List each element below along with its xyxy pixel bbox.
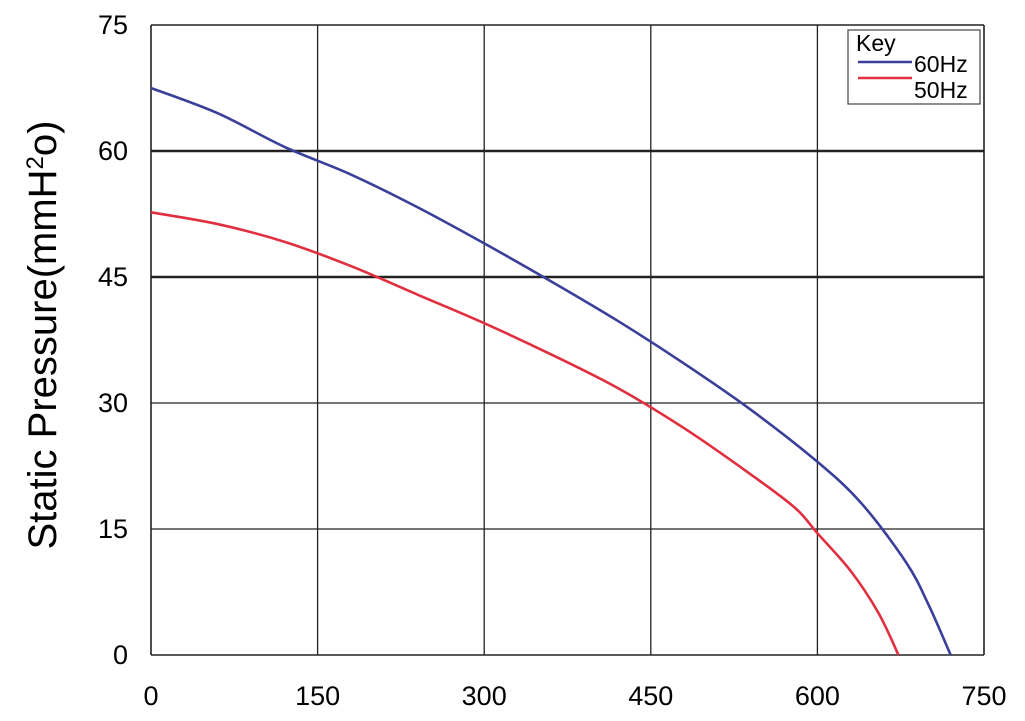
y-axis-label-tail: o) <box>21 121 65 157</box>
y-axis-label-superscript: 2 <box>22 156 49 169</box>
tick-labels: 0 150 300 450 600 750 0 15 30 45 60 75 <box>98 10 1007 711</box>
series-line-50hz <box>150 211 900 656</box>
series-line-60hz <box>150 86 952 656</box>
y-tick-label: 45 <box>98 262 128 292</box>
legend-label-60hz: 60Hz <box>914 51 968 77</box>
y-tick-label: 0 <box>113 640 128 670</box>
y-axis-label: Static Pressure(mmH2o) <box>21 121 65 550</box>
y-tick-label: 15 <box>98 514 128 544</box>
grid <box>150 24 985 656</box>
series-lines <box>150 86 952 656</box>
x-tick-label: 150 <box>295 681 340 711</box>
y-tick-label: 60 <box>98 136 128 166</box>
y-axis-label-main: Static Pressure(mmH <box>21 169 65 549</box>
legend-box <box>847 29 981 105</box>
legend-label-50hz: 50Hz <box>914 77 968 103</box>
y-tick-label: 30 <box>98 388 128 418</box>
x-tick-label: 600 <box>795 681 840 711</box>
legend-title: Key <box>856 30 896 56</box>
x-tick-label: 0 <box>143 681 158 711</box>
y-tick-label: 75 <box>98 10 128 40</box>
x-tick-label: 750 <box>961 681 1006 711</box>
x-tick-label: 300 <box>462 681 507 711</box>
x-tick-label: 450 <box>628 681 673 711</box>
legend: Key 60Hz 50Hz <box>847 29 981 105</box>
